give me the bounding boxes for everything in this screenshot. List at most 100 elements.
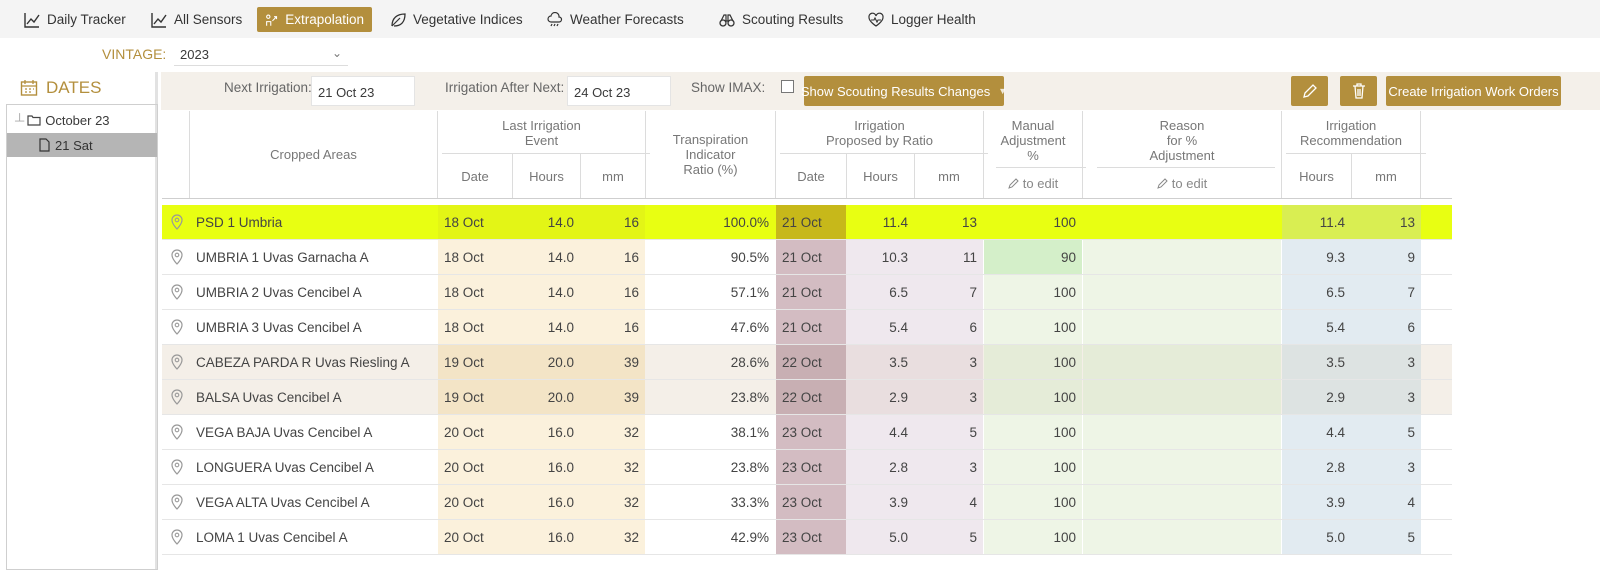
map-pin-icon[interactable] [170, 494, 184, 510]
cell-cropped-area[interactable]: UMBRIA 1 Uvas Garnacha A [196, 249, 369, 265]
cell-reason[interactable] [1083, 275, 1281, 309]
nav-vegetative-indices[interactable]: Vegetative Indices [382, 7, 531, 32]
header-proposed-date[interactable]: Date [797, 168, 825, 184]
cell-proposed-hours: 2.9 [846, 380, 914, 414]
cell-proposed-mm: 3 [914, 450, 983, 484]
header-cropped-areas[interactable]: Cropped Areas [270, 147, 357, 162]
show-imax-label: Show IMAX: [691, 80, 766, 95]
cell-manual-adjustment[interactable]: 100 [1053, 214, 1076, 230]
cell-manual-adjustment[interactable]: 100 [984, 485, 1082, 519]
cell-reason[interactable] [1083, 345, 1281, 379]
cell-manual-adjustment[interactable]: 100 [984, 450, 1082, 484]
tree-item-21-sat[interactable]: 21 Sat [7, 133, 157, 157]
table-row[interactable]: UMBRIA 1 Uvas Garnacha A 18 Oct 14.0 16 90.5… [162, 240, 1452, 275]
map-pin-icon[interactable] [170, 249, 184, 265]
nav-scouting-results[interactable]: Scouting Results [711, 7, 851, 32]
caret-down-icon: ▼ [998, 86, 1008, 96]
cell-cropped-area[interactable]: PSD 1 Umbria [196, 214, 283, 230]
cell-reason[interactable] [1083, 520, 1281, 554]
table-row[interactable]: PSD 1 Umbria 18 Oct 14.0 16 100.0% 21 Oct 11.4… [162, 205, 1452, 240]
table-row[interactable]: UMBRIA 3 Uvas Cencibel A 18 Oct 14.0 16 47.6… [162, 310, 1452, 345]
cell-cropped-area[interactable]: UMBRIA 2 Uvas Cencibel A [196, 284, 362, 300]
header-divider [983, 111, 984, 198]
cell-rec-hours: 3.9 [1282, 485, 1351, 519]
show-imax-checkbox[interactable] [781, 80, 794, 93]
cell-cropped-area[interactable]: BALSA Uvas Cencibel A [196, 389, 342, 405]
map-pin-icon[interactable] [170, 459, 184, 475]
tree-folder-october-23[interactable]: ┴ October 23 [7, 108, 157, 132]
cell-reason[interactable] [1083, 450, 1281, 484]
heart-pulse-icon [868, 12, 884, 27]
edit-button[interactable] [1291, 76, 1328, 106]
cell-reason[interactable] [1083, 380, 1281, 414]
cell-proposed-date: 23 Oct [776, 520, 846, 554]
nav-all-sensors[interactable]: All Sensors [143, 7, 250, 32]
map-pin-icon[interactable] [170, 389, 184, 405]
table-row[interactable]: VEGA BAJA Uvas Cencibel A 20 Oct 16.0 32 38.… [162, 415, 1452, 450]
header-rec-mm[interactable]: mm [1375, 168, 1397, 184]
table-row[interactable]: LONGUERA Uvas Cencibel A 20 Oct 16.0 32 23.8… [162, 450, 1452, 485]
map-pin-icon[interactable] [170, 284, 184, 300]
cell-reason[interactable] [1083, 310, 1281, 344]
map-pin-icon[interactable] [170, 354, 184, 370]
table-row[interactable]: LOMA 1 Uvas Cencibel A 20 Oct 16.0 32 42.9% 2… [162, 520, 1452, 555]
cell-proposed-hours: 2.8 [846, 450, 914, 484]
cell-proposed-hours: 3.5 [846, 345, 914, 379]
header-transpiration-ratio[interactable]: Transpiration Indicator Ratio (%) [672, 132, 749, 177]
delete-button[interactable] [1340, 76, 1377, 106]
header-proposed-mm[interactable]: mm [938, 168, 960, 184]
create-irrigation-work-orders-button[interactable]: Create Irrigation Work Orders [1386, 76, 1561, 106]
cell-proposed-hours: 6.5 [846, 275, 914, 309]
cell-rec-hours: 4.4 [1282, 415, 1351, 449]
table-row[interactable]: BALSA Uvas Cencibel A 19 Oct 20.0 39 23.8% 22… [162, 380, 1452, 415]
header-split-line [996, 167, 1086, 168]
map-pin-icon[interactable] [170, 529, 184, 545]
cell-cropped-area[interactable]: LONGUERA Uvas Cencibel A [196, 459, 374, 475]
header-last-mm[interactable]: mm [602, 168, 624, 184]
map-pin-icon[interactable] [170, 424, 184, 440]
vintage-bar: VINTAGE: 2023 ⌄ [6, 40, 1600, 68]
header-last-date[interactable]: Date [461, 168, 489, 184]
irrigation-toolbar: Next Irrigation: 21 Oct 23 Irrigation Af… [161, 72, 1600, 110]
cell-last-hours: 14.0 [512, 310, 580, 344]
cell-cropped-area[interactable]: LOMA 1 Uvas Cencibel A [196, 529, 348, 545]
cell-manual-adjustment[interactable]: 90 [984, 240, 1082, 274]
map-pin-icon[interactable] [170, 319, 184, 335]
irrigation-after-next-input[interactable]: 24 Oct 23 [567, 76, 671, 106]
cell-cropped-area[interactable]: CABEZA PARDA R Uvas Riesling A [196, 354, 410, 370]
header-last-hours[interactable]: Hours [529, 168, 564, 184]
next-irrigation-input[interactable]: 21 Oct 23 [311, 76, 415, 106]
cell-reason[interactable] [1083, 485, 1281, 519]
cell-reason[interactable] [1083, 240, 1281, 274]
table-row[interactable]: VEGA ALTA Uvas Cencibel A 20 Oct 16.0 32 33.… [162, 485, 1452, 520]
cell-cropped-area[interactable]: UMBRIA 3 Uvas Cencibel A [196, 319, 362, 335]
cell-reason[interactable] [1083, 415, 1281, 449]
cell-last-mm: 16 [580, 205, 645, 239]
cell-manual-adjustment[interactable]: 100 [984, 275, 1082, 309]
header-proposed-hours[interactable]: Hours [863, 168, 898, 184]
map-pin-icon[interactable] [170, 214, 184, 230]
nav-weather-forecasts[interactable]: Weather Forecasts [539, 7, 692, 32]
cell-manual-adjustment[interactable]: 100 [984, 310, 1082, 344]
cell-proposed-hours: 5.0 [846, 520, 914, 554]
cell-proposed-date: 22 Oct [776, 380, 846, 414]
show-scouting-changes-button[interactable]: Show Scouting Results Changes ▼ [801, 76, 1008, 106]
nav-extrapolation[interactable]: Extrapolation [257, 7, 372, 32]
cell-cropped-area[interactable]: VEGA ALTA Uvas Cencibel A [196, 494, 370, 510]
vintage-select[interactable]: 2023 ⌄ [174, 44, 348, 66]
nav-daily-tracker[interactable]: Daily Tracker [16, 7, 134, 32]
cell-proposed-mm: 3 [914, 380, 983, 414]
table-row[interactable]: CABEZA PARDA R Uvas Riesling A 19 Oct 20.0… [162, 345, 1452, 380]
cell-reason[interactable] [1083, 205, 1281, 239]
cell-last-hours: 14.0 [512, 240, 580, 274]
cell-manual-adjustment[interactable]: 100 [984, 345, 1082, 379]
nav-logger-health[interactable]: Logger Health [860, 7, 984, 32]
cell-manual-adjustment[interactable]: 100 [984, 380, 1082, 414]
cell-cropped-area[interactable]: VEGA BAJA Uvas Cencibel A [196, 424, 373, 440]
cell-manual-adjustment[interactable]: 100 [984, 415, 1082, 449]
header-manual-adjustment: Manual Adjustment % [1000, 117, 1066, 163]
cell-manual-adjustment[interactable]: 100 [984, 520, 1082, 554]
table-row[interactable]: UMBRIA 2 Uvas Cencibel A 18 Oct 14.0 16 57.1… [162, 275, 1452, 310]
header-rec-hours[interactable]: Hours [1299, 168, 1334, 184]
tree-item-label: October 23 [45, 112, 110, 128]
